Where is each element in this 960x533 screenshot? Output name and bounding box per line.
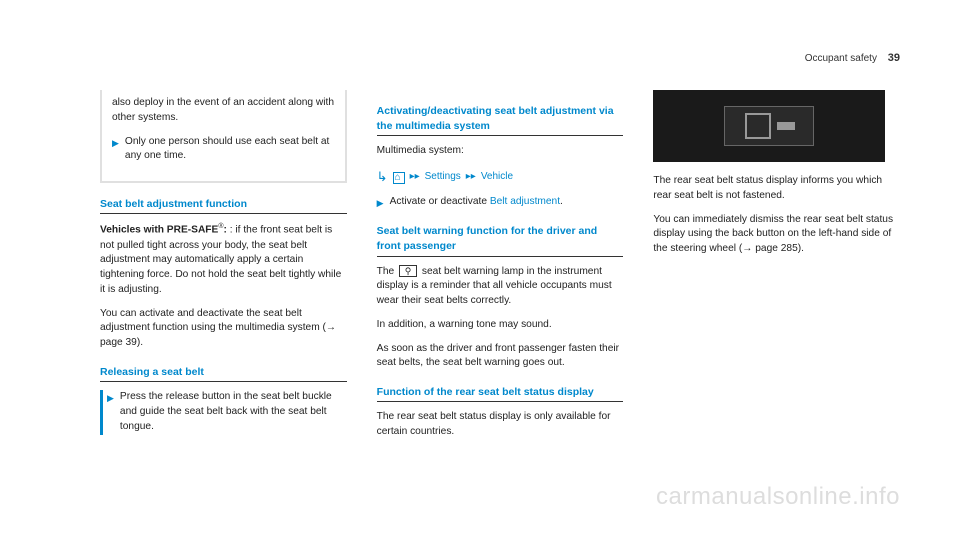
paragraph: You can immediately dismiss the rear sea… bbox=[653, 213, 900, 257]
seatbelt-warning-icon: ⚲ bbox=[399, 265, 417, 277]
paragraph: The rear seat belt status display is onl… bbox=[377, 410, 624, 440]
paragraph: The rear seat belt status display inform… bbox=[653, 174, 900, 204]
paragraph: You can activate and deactivate the seat… bbox=[100, 307, 347, 351]
page-header: Occupant safety 39 bbox=[805, 52, 900, 64]
instruction-step: ▶ Only one person should use each seat b… bbox=[112, 135, 335, 165]
section-heading-rear-status: Function of the rear seat belt status di… bbox=[377, 385, 624, 402]
home-icon bbox=[393, 172, 405, 184]
step-text: Activate or deactivate Belt adjustment. bbox=[390, 195, 624, 210]
paragraph: Vehicles with PRE-SAFE®: : if the front … bbox=[100, 222, 347, 297]
step-arrow-icon: ▶ bbox=[377, 197, 384, 210]
step-text: Press the release button in the seat bel… bbox=[120, 390, 347, 434]
page-content: also deploy in the event of an accident … bbox=[0, 0, 960, 469]
seatbelt-status-image bbox=[653, 90, 885, 162]
column-2: Activating/deactivating seat belt adjust… bbox=[377, 50, 624, 449]
multimedia-breadcrumb: ↳ ▸▸ Settings ▸▸ Vehicle bbox=[377, 168, 624, 187]
continued-text: also deploy in the event of an accident … bbox=[112, 96, 335, 126]
chevron-icon: ▸▸ bbox=[466, 170, 476, 185]
seatbelt-buckle-graphic bbox=[724, 106, 814, 146]
section-heading-releasing: Releasing a seat belt bbox=[100, 365, 347, 382]
column-3: The rear seat belt status display inform… bbox=[653, 50, 900, 449]
paragraph: As soon as the driver and front passenge… bbox=[377, 342, 624, 372]
section-heading-multimedia: Activating/deactivating seat belt adjust… bbox=[377, 104, 624, 136]
paragraph: In addition, a warning tone may sound. bbox=[377, 318, 624, 333]
instruction-step: ▶ Activate or deactivate Belt adjustment… bbox=[377, 195, 624, 210]
paragraph: The ⚲ seat belt warning lamp in the inst… bbox=[377, 265, 624, 309]
watermark-text: carmanualsonline.info bbox=[656, 483, 900, 511]
link-belt-adjustment: Belt adjustment bbox=[490, 196, 560, 207]
column-1: also deploy in the event of an accident … bbox=[100, 50, 347, 449]
section-name: Occupant safety bbox=[805, 53, 877, 64]
breadcrumb-arrow-icon: ↳ bbox=[377, 168, 388, 187]
chevron-icon: ▸▸ bbox=[410, 170, 420, 185]
step-arrow-icon: ▶ bbox=[112, 137, 119, 150]
section-heading-adjustment: Seat belt adjustment function bbox=[100, 197, 347, 214]
bold-text: Vehicles with PRE-SAFE bbox=[100, 225, 218, 236]
step-sidebar-bar bbox=[100, 390, 103, 434]
instruction-step: ▶ Press the release button in the seat b… bbox=[100, 390, 347, 434]
breadcrumb-vehicle: Vehicle bbox=[481, 170, 513, 185]
step-arrow-icon: ▶ bbox=[107, 392, 114, 405]
paragraph: Multimedia system: bbox=[377, 144, 624, 159]
section-heading-warning: Seat belt warning function for the drive… bbox=[377, 224, 624, 256]
continued-note-box: also deploy in the event of an accident … bbox=[100, 90, 347, 183]
breadcrumb-settings: Settings bbox=[425, 170, 461, 185]
page-number: 39 bbox=[888, 52, 900, 64]
step-text: Only one person should use each seat bel… bbox=[125, 135, 335, 165]
